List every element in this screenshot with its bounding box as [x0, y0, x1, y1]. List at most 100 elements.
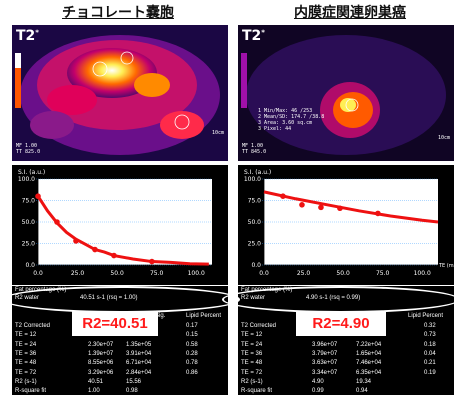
- right-mri-info: 1 Min/Max: 46 /253 2 Mean/SD: 174.7 /38.…: [258, 108, 325, 132]
- table-cell: 0.17: [186, 323, 198, 329]
- table-cell: 8.55e+06: [88, 360, 114, 367]
- data-point: [149, 258, 155, 265]
- roi-circle-2[interactable]: [92, 61, 108, 77]
- y-tick-label: 100.0: [244, 176, 261, 183]
- table-cell: 0.19: [424, 369, 436, 376]
- right-t2-label: T2*: [242, 28, 265, 44]
- table-cell: 0.98: [126, 388, 138, 395]
- data-point: [92, 246, 98, 253]
- table-cell: 15.56: [126, 378, 142, 385]
- fit-curve: [36, 195, 209, 266]
- table-cell: 6.35e+04: [356, 369, 382, 376]
- table-cell: 3.29e+06: [88, 369, 114, 376]
- fit-curve: [263, 190, 439, 224]
- table-row-label: R2 (s-1): [241, 378, 263, 385]
- data-point: [35, 193, 41, 199]
- table-row-label: TE = 12: [15, 332, 37, 339]
- roi-circle-3[interactable]: [174, 114, 190, 130]
- right-header-lipid: Lipid Percent: [408, 313, 444, 319]
- table-cell: 0.15: [186, 332, 198, 339]
- y-axis-label: S.I. (a.u.): [244, 169, 271, 176]
- table-cell: 2.30e+07: [88, 341, 114, 348]
- data-point: [111, 252, 117, 259]
- right-plot-svg: 100.0 75.0 50.0 25.0 0.00.0 25.0 50.0 75.0 100.0…: [244, 169, 454, 277]
- table-cell: 3.96e+07: [312, 341, 338, 348]
- roi-circle[interactable]: [345, 98, 359, 112]
- table-cell: 40.51: [88, 378, 104, 385]
- left-mri-heatmap: [12, 25, 228, 161]
- table-cell: 0.73: [424, 332, 436, 339]
- table-cell: 3.34e+07: [312, 369, 338, 376]
- y-tick-label: 0.0: [251, 262, 261, 269]
- table-cell: 0.28: [186, 350, 198, 357]
- x-tick-label: 75.0: [376, 270, 390, 277]
- table-row-label: TE = 36: [241, 350, 263, 357]
- table-cell: 0.78: [186, 360, 198, 367]
- x-tick-label: 0.0: [33, 270, 43, 277]
- table-cell: 0.86: [186, 369, 198, 376]
- left-header-lipid: Lipid Percent: [186, 313, 222, 319]
- data-point: [375, 210, 381, 217]
- x-tick-label: 25.0: [71, 270, 85, 277]
- table-cell: 6.71e+04: [126, 360, 152, 367]
- y-tick-label: 75.0: [22, 198, 36, 205]
- table-cell: 0.04: [424, 350, 436, 357]
- table-row-label: R-square fit: [15, 388, 47, 395]
- y-tick-label: 50.0: [22, 219, 36, 226]
- x-tick-label: 75.0: [150, 270, 164, 277]
- x-axis-label: TE (ms): [438, 263, 454, 269]
- y-tick-label: 75.0: [248, 198, 262, 205]
- y-tick-label: 25.0: [248, 241, 262, 248]
- table-row-label: T2 Corrected: [15, 323, 51, 329]
- table-cell: 4.90: [312, 378, 324, 385]
- data-point: [280, 193, 286, 199]
- table-cell: 7.46e+04: [356, 360, 382, 367]
- y-tick-label: 100.0: [18, 176, 35, 183]
- left-mri-scale: 10cm: [211, 130, 224, 136]
- left-mri-image[interactable]: T2* MF 1.00 TT 825.0 10cm: [12, 25, 228, 161]
- left-t2-label: T2*: [16, 28, 39, 44]
- right-decay-plot[interactable]: 100.0 75.0 50.0 25.0 0.0 0.0 25.0 50.0 75.0 100.0…: [238, 165, 454, 285]
- data-point: [337, 205, 343, 212]
- left-decay-plot[interactable]: 100.0 75.0 50.0 25.0 0.0 0.0 25.0 50.0 75.0 100.0…: [12, 165, 228, 285]
- left-r2-callout: R2=40.51: [72, 311, 158, 336]
- y-axis-label: S.I. (a.u.): [18, 169, 45, 176]
- table-cell: 0.99: [312, 388, 324, 395]
- data-point: [299, 202, 305, 208]
- table-row-label: R-square fit: [241, 388, 273, 395]
- left-header-sig: Sig.: [155, 313, 166, 319]
- right-mri-heatmap: [238, 25, 454, 161]
- table-cell: 7.22e+04: [356, 341, 382, 348]
- right-mri-image[interactable]: T2* 1 Min/Max: 46 /253 2 Mean/SD: 174.7 …: [238, 25, 454, 161]
- left-r2-highlight-ellipse: [2, 286, 240, 313]
- table-row-label: TE = 24: [241, 341, 263, 348]
- left-mri-params: MF 1.00 TT 825.0: [16, 143, 41, 155]
- x-tick-label: 50.0: [110, 270, 124, 277]
- table-cell: 0.18: [424, 341, 436, 348]
- right-mri-scale: 10cm: [437, 135, 450, 141]
- table-cell: 3.63e+07: [312, 360, 338, 367]
- left-plot-svg: 100.0 75.0 50.0 25.0 0.00.0 25.0 50.0 75.0 100.0…: [18, 169, 212, 277]
- table-cell: 3.79e+07: [312, 350, 338, 357]
- x-tick-label: 50.0: [336, 270, 350, 277]
- table-cell: 0.21: [424, 360, 436, 367]
- right-mri-params: MF 1.00 TT 845.0: [242, 143, 267, 155]
- table-cell: 0.32: [424, 323, 436, 329]
- table-row-label: R2 (s-1): [15, 378, 37, 385]
- table-cell: 1.00: [88, 388, 100, 395]
- table-row-label: TE = 48: [15, 360, 37, 367]
- table-cell: 1.35e+05: [126, 341, 152, 348]
- table-row-label: TE = 12: [241, 332, 263, 339]
- table-cell: 0.58: [186, 341, 198, 348]
- table-cell: 0.94: [356, 388, 368, 395]
- y-tick-label: 25.0: [22, 241, 36, 248]
- roi-circle-1[interactable]: [120, 51, 134, 65]
- data-point: [54, 219, 60, 225]
- y-tick-label: 0.0: [25, 262, 35, 269]
- table-cell: 1.39e+07: [88, 350, 114, 357]
- right-title: 内膜症関連卵巣癌: [294, 5, 406, 21]
- data-point: [73, 238, 79, 244]
- table-row-label: TE = 72: [15, 369, 37, 376]
- table-row-label: TE = 48: [241, 360, 263, 367]
- table-cell: 2.84e+04: [126, 369, 152, 376]
